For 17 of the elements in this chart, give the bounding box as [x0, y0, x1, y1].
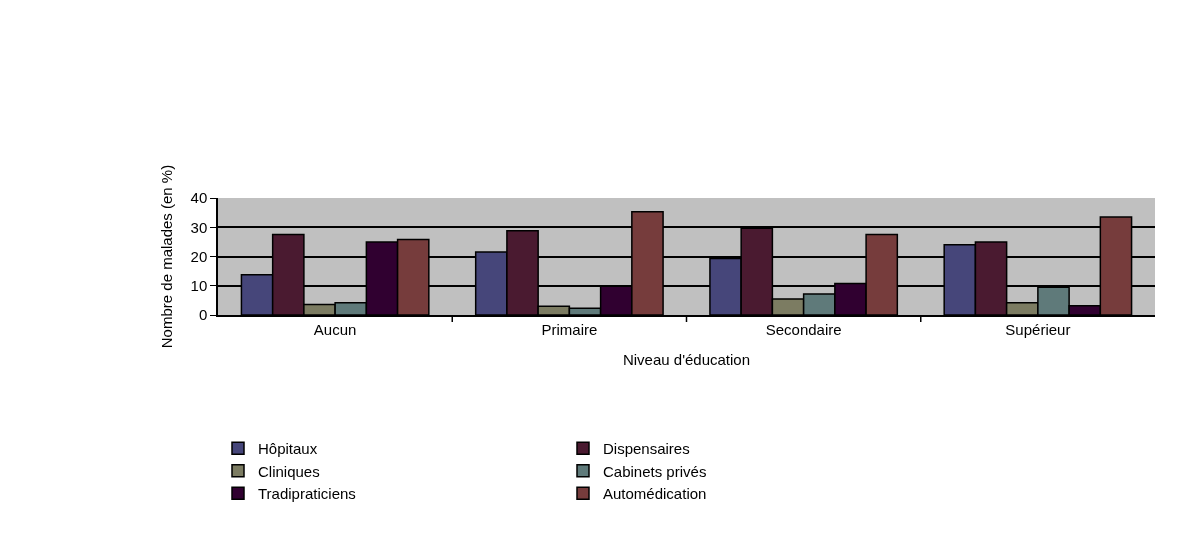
y-tick-label: 20 [190, 247, 208, 265]
x-tick-label: Secondaire [765, 320, 842, 338]
legend-label: Cliniques [258, 462, 320, 480]
legend-label: Dispensaires [603, 440, 690, 458]
legend-label: Hôpitaux [258, 440, 318, 458]
y-tick-label: 30 [190, 218, 208, 236]
y-tick-label: 40 [190, 189, 208, 207]
x-tick-label: Aucun [313, 320, 357, 338]
x-tick-label: Primaire [541, 320, 598, 338]
y-tick-label: 0 [198, 306, 208, 324]
y-tick-label: 10 [190, 277, 208, 294]
legend-label: Tradipraticiens [258, 485, 356, 503]
x-axis-title: Niveau d'éducation [622, 351, 751, 369]
y-axis-title: Nombre de malades (en %) [158, 164, 176, 349]
x-tick-label: Supérieur [1005, 320, 1071, 338]
legend-label: Cabinets privés [603, 462, 707, 480]
legend-label: Automédication [603, 485, 707, 503]
